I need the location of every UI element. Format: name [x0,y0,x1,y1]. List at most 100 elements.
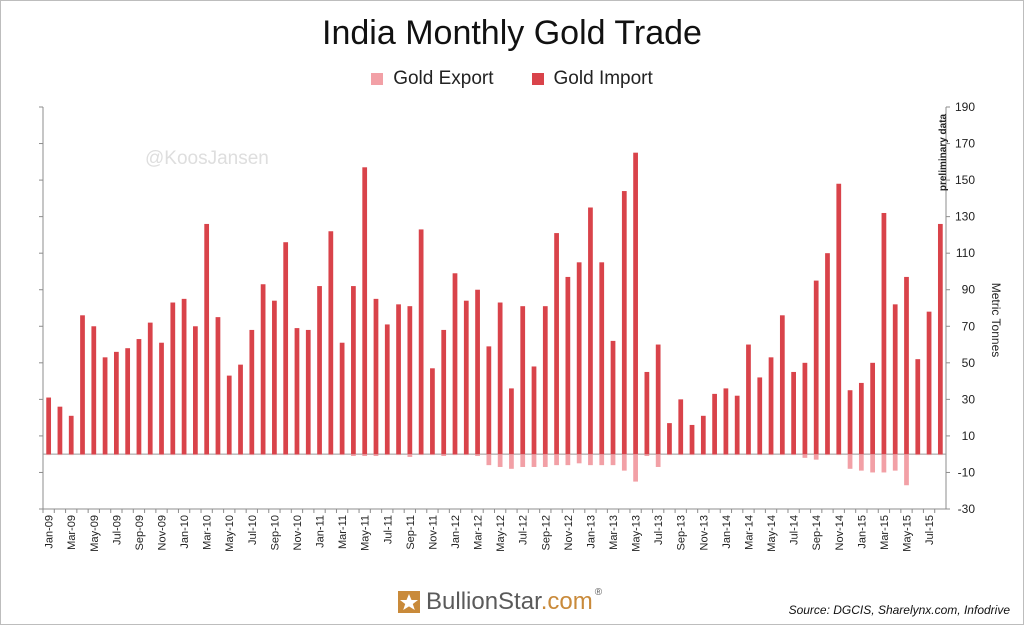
import-bar [836,183,842,455]
import-bar [260,284,266,455]
import-bar [136,339,142,455]
import-bar [926,311,932,455]
import-bar [825,253,830,455]
export-bar [531,454,537,467]
import-bar [486,346,492,455]
export-bar [193,454,198,456]
x-tick-label: Nov-09 [157,515,169,550]
brand-registered-mark: ® [594,586,603,598]
watermark: @KoosJansen [145,148,269,169]
export-bar [926,454,932,456]
import-bar [193,326,198,455]
import-bar [700,415,706,455]
import-bar [497,302,503,455]
import-bar [226,375,232,455]
export-bar [892,454,898,471]
export-bar [576,454,582,464]
export-bar [757,454,763,456]
export-bar [791,454,796,456]
import-bar [667,423,672,455]
export-bar [249,454,255,456]
import-bar [734,395,740,455]
export-bar [305,454,311,456]
export-bar [802,454,808,458]
x-tick-label: Sep-09 [134,515,146,550]
x-tick-label: May-12 [495,515,507,552]
import-bar [712,393,717,455]
export-bar [283,454,289,456]
export-bar [170,454,176,456]
import-bar [384,324,390,455]
export-bar [463,454,469,456]
import-bar [204,223,210,455]
export-bar [238,454,243,456]
y-tick-label: 150 [955,173,975,187]
y-tick-label: 90 [962,283,976,297]
export-bar [847,454,853,469]
export-bar [734,454,740,456]
export-bar [91,454,97,456]
import-bar [937,223,943,455]
x-tick-label: Jul-10 [247,515,259,545]
x-tick-label: Sep-11 [405,515,417,550]
import-bar [272,300,277,455]
import-bar [159,342,164,455]
export-bar [723,454,729,456]
export-bar [272,454,277,456]
export-bar [588,454,593,466]
export-bar [125,454,131,456]
x-tick-label: Nov-10 [292,515,304,550]
import-bar [102,357,108,455]
import-bar [46,397,52,455]
import-bar [125,348,131,455]
chart-title: India Monthly Gold Trade [322,14,702,52]
export-bar [542,454,548,467]
export-bar [147,454,153,456]
x-tick-label: May-10 [224,515,236,552]
export-bar [328,454,334,456]
export-bar [509,454,514,469]
import-bar [362,167,368,455]
import-bar [181,298,187,455]
export-bar [430,454,435,456]
import-bar [768,357,774,455]
export-bar [215,454,221,456]
export-bar [655,454,661,467]
import-bar [915,359,921,455]
x-tick-label: Jan-13 [585,515,597,549]
export-bar [565,454,571,466]
import-bar [373,298,379,455]
x-tick-label: Jul-09 [111,515,123,545]
export-bar [858,454,864,471]
legend-swatch-export [371,73,384,85]
import-bar [80,315,85,455]
export-bar [136,454,142,456]
import-bar [147,322,153,455]
y-tick-label: 110 [956,246,975,260]
legend: Gold Export Gold Import [0,68,1024,90]
import-bar [430,368,435,455]
x-tick-label: May-14 [766,515,778,552]
export-bar [825,454,830,456]
import-bar [621,191,627,455]
import-bar [520,306,526,455]
x-tick-label: Jan-14 [721,515,733,549]
x-tick-label: Mar-10 [202,515,214,550]
import-bar [238,364,243,455]
import-bar [215,317,221,455]
y-tick-label: 30 [962,392,976,406]
y-tick-label: -10 [958,465,976,479]
x-tick-label: Nov-11 [427,515,439,550]
export-bar [452,454,458,456]
x-tick-label: Mar-14 [743,515,755,550]
import-bar [283,242,289,455]
import-bar [791,371,796,455]
export-bar [915,454,921,456]
import-bar [599,262,605,455]
import-bar [576,262,582,455]
x-tick-label: May-15 [901,515,913,552]
x-tick-label: Jul-11 [382,515,394,544]
export-bar [678,454,684,456]
export-bar [768,454,774,456]
import-bar [407,306,413,455]
